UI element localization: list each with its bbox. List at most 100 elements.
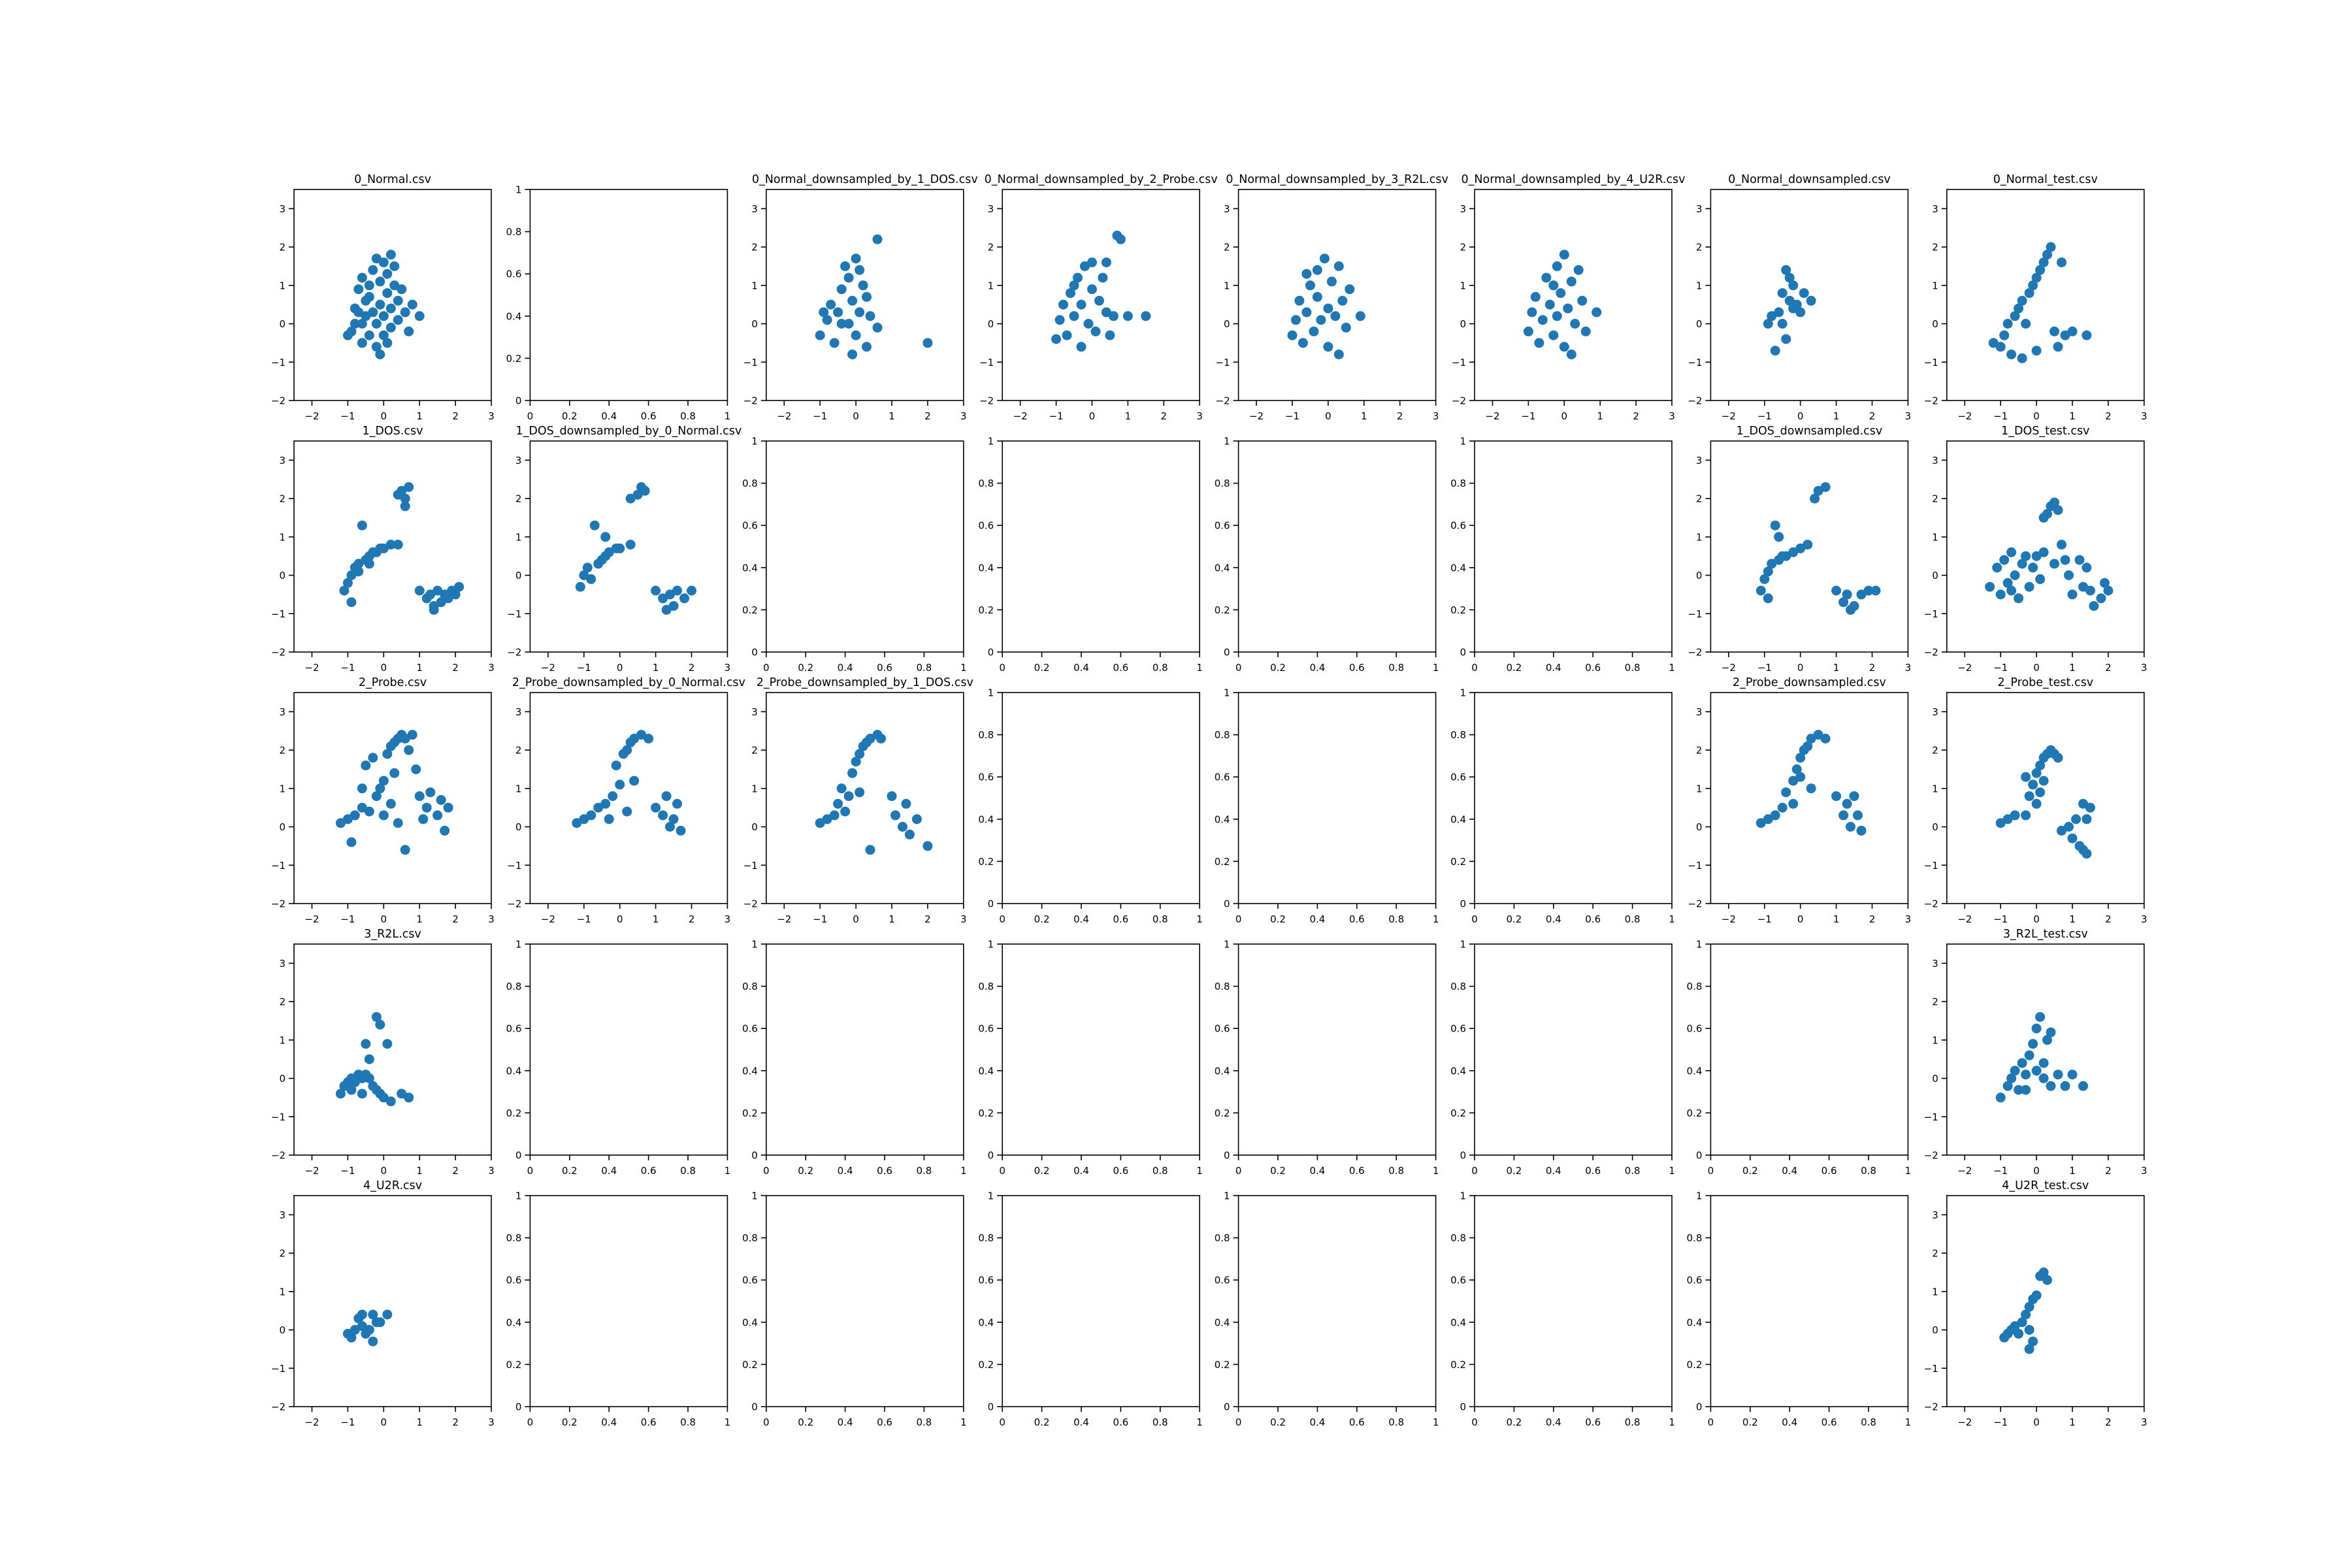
x-tick-label: 0.8 bbox=[680, 1416, 696, 1428]
scatter-point bbox=[385, 1096, 396, 1107]
y-tick-label: 0.2 bbox=[1450, 856, 1466, 868]
scatter-point bbox=[855, 265, 865, 275]
y-tick-label: −2 bbox=[271, 1401, 286, 1413]
scatter-point bbox=[407, 730, 417, 740]
x-tick-label: 2 bbox=[689, 662, 695, 674]
axes-frame bbox=[529, 440, 728, 653]
axes-frame bbox=[529, 943, 728, 1156]
y-tick-label: −1 bbox=[1924, 1363, 1938, 1375]
y-tick-label: 3 bbox=[279, 958, 286, 970]
scatter-point bbox=[1992, 563, 2002, 573]
scatter-point bbox=[2050, 326, 2059, 336]
y-tick-label: 3 bbox=[279, 1209, 286, 1221]
y-tick-label: 0.8 bbox=[1215, 1232, 1230, 1244]
axes-frame bbox=[293, 1195, 492, 1407]
scatter-point bbox=[625, 493, 636, 504]
scatter-point bbox=[361, 1039, 371, 1049]
scatter-point bbox=[2021, 810, 2031, 821]
scatter-point bbox=[840, 261, 851, 271]
scatter-point bbox=[350, 810, 360, 821]
x-tick-label: 2 bbox=[2105, 1165, 2112, 1177]
x-tick-label: 2 bbox=[1633, 410, 1639, 422]
y-tick-label: 0.4 bbox=[1450, 1065, 1466, 1077]
x-tick-label: 1 bbox=[2069, 410, 2076, 422]
subplot-4_U2R_test: −2 −1 0 1 2 3 −2 −1 0 1 2 3 4_U2R_test.csv bbox=[1924, 1179, 2148, 1428]
x-tick-label: 0.8 bbox=[1625, 662, 1641, 674]
axes-frame bbox=[1237, 440, 1437, 653]
scatter-point bbox=[2031, 272, 2042, 283]
scatter-points bbox=[815, 234, 933, 359]
x-tick-label: 2 bbox=[452, 1165, 459, 1177]
scatter-point bbox=[1999, 330, 2010, 340]
subplot-4_U2R_e2: 0 0.2 0.4 0.6 0.8 1 0 0.2 0.4 0.6 0.8 1 bbox=[742, 1190, 967, 1429]
y-tick-label: 2 bbox=[515, 745, 522, 757]
y-tick-label: 0.6 bbox=[1215, 772, 1230, 783]
scatter-point bbox=[397, 1088, 407, 1099]
scatter-point bbox=[1566, 350, 1576, 359]
x-tick-label: 1 bbox=[416, 662, 423, 674]
x-tick-label: −2 bbox=[1957, 1416, 1972, 1428]
scatter-point bbox=[2031, 1066, 2042, 1076]
scatter-point bbox=[378, 330, 389, 340]
y-tick-label: 0 bbox=[988, 647, 994, 659]
y-tick-label: 2 bbox=[751, 745, 758, 757]
scatter-points bbox=[342, 250, 425, 359]
y-tick-label: 1 bbox=[751, 280, 758, 291]
y-tick-label: 0 bbox=[1696, 821, 1703, 833]
x-tick-label: 3 bbox=[725, 913, 731, 925]
x-tick-label: 0.4 bbox=[838, 1416, 853, 1428]
scatter-point bbox=[1795, 307, 1806, 318]
y-tick-label: 0.6 bbox=[1450, 520, 1466, 532]
subplot-0_Normal_empty: 0 0.2 0.4 0.6 0.8 1 0 0.2 0.4 0.6 0.8 1 bbox=[506, 184, 731, 423]
x-tick-label: 0.8 bbox=[1152, 913, 1168, 925]
y-tick-label: 0.6 bbox=[742, 1023, 758, 1035]
scatter-point bbox=[855, 749, 865, 759]
y-tick-label: −2 bbox=[1924, 395, 1938, 407]
x-tick-label: 3 bbox=[488, 662, 495, 674]
subplot-title: 1_DOS_downsampled_by_0_Normal.csv bbox=[516, 425, 742, 438]
x-tick-label: −1 bbox=[1285, 410, 1299, 422]
y-tick-label: 2 bbox=[279, 996, 286, 1008]
y-tick-label: 1 bbox=[1696, 280, 1703, 291]
subplot-0_Normal_ds: −2 −1 0 1 2 3 −2 −1 0 1 2 3 0_Normal_downsampled.csv bbox=[1688, 173, 1911, 422]
scatter-point bbox=[2099, 578, 2110, 588]
x-tick-label: 2 bbox=[1869, 913, 1876, 925]
y-tick-label: 0.2 bbox=[742, 604, 758, 616]
y-tick-label: 0 bbox=[279, 570, 286, 581]
scatter-point bbox=[2031, 798, 2042, 809]
axes-frame bbox=[1237, 1195, 1437, 1407]
x-tick-label: −1 bbox=[577, 913, 591, 925]
scatter-point bbox=[2082, 814, 2092, 825]
scatter-points bbox=[342, 1309, 393, 1347]
y-tick-label: 1 bbox=[1932, 1286, 1938, 1298]
x-tick-label: 1 bbox=[960, 1416, 967, 1428]
y-tick-label: 0.8 bbox=[978, 981, 994, 992]
scatter-point bbox=[2067, 589, 2078, 600]
y-tick-label: 3 bbox=[515, 455, 522, 466]
x-tick-label: 1 bbox=[416, 1416, 423, 1428]
y-tick-label: 2 bbox=[1932, 996, 1938, 1008]
scatter-point bbox=[815, 330, 825, 340]
x-tick-label: 0.6 bbox=[1349, 662, 1365, 674]
scatter-point bbox=[836, 319, 847, 329]
subplot-0_Normal_test: −2 −1 0 1 2 3 −2 −1 0 1 2 3 0_Normal_test.csv bbox=[1924, 173, 2148, 422]
x-tick-label: 2 bbox=[2105, 410, 2112, 422]
x-tick-label: 0.4 bbox=[1546, 1165, 1561, 1177]
subplot-title: 2_Probe_downsampled_by_1_DOS.csv bbox=[757, 676, 973, 689]
scatter-point bbox=[1763, 593, 1773, 604]
subplot-0_Normal_ds2: −2 −1 0 1 2 3 −2 −1 0 1 2 3 0_Normal_downsampled_by_… bbox=[979, 173, 1218, 422]
scatter-point bbox=[2038, 547, 2049, 557]
scatter-point bbox=[836, 284, 847, 295]
x-tick-label: 0.4 bbox=[1309, 662, 1325, 674]
y-tick-label: −1 bbox=[1924, 357, 1938, 368]
scatter-point bbox=[368, 1336, 378, 1347]
x-tick-label: −1 bbox=[340, 1165, 355, 1177]
scatter-point bbox=[651, 802, 661, 813]
x-tick-label: 3 bbox=[1669, 410, 1675, 422]
scatter-point bbox=[2010, 570, 2020, 580]
x-tick-label: 3 bbox=[488, 913, 495, 925]
scatter-point bbox=[382, 269, 393, 279]
y-tick-label: 0.4 bbox=[978, 562, 994, 574]
subplot-title: 2_Probe.csv bbox=[359, 676, 427, 689]
scatter-point bbox=[2024, 1301, 2034, 1312]
